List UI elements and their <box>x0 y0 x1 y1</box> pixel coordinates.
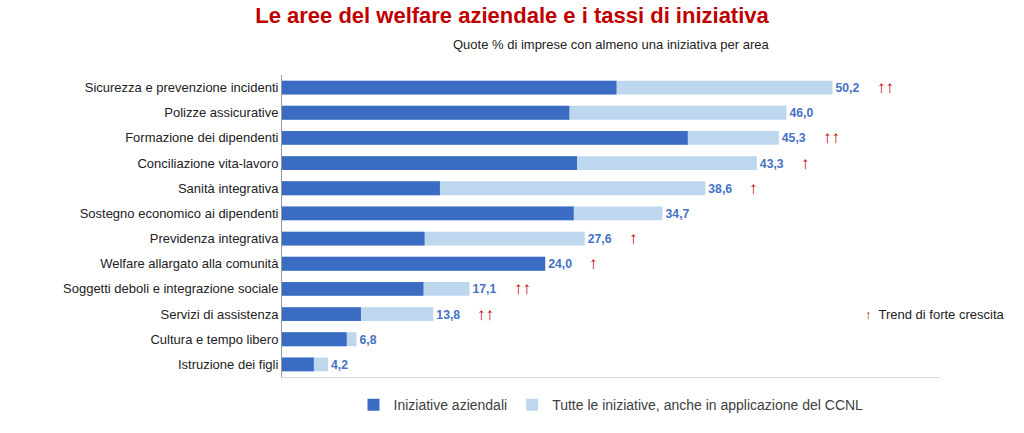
svg-text:34,7: 34,7 <box>666 207 690 221</box>
svg-text:45,3: 45,3 <box>782 131 806 145</box>
svg-text:Iniziative aziendali: Iniziative aziendali <box>394 397 508 413</box>
svg-text:Formazione dei dipendenti: Formazione dei dipendenti <box>125 130 278 145</box>
svg-text:6,8: 6,8 <box>360 333 377 347</box>
svg-text:Tutte le iniziative, anche in: Tutte le iniziative, anche in applicazio… <box>552 397 863 413</box>
svg-text:38,6: 38,6 <box>708 182 732 196</box>
svg-text:Le aree del welfare aziendale: Le aree del welfare aziendale e i tassi … <box>255 3 769 28</box>
svg-text:13,8: 13,8 <box>436 308 460 322</box>
svg-text:27,6: 27,6 <box>588 232 612 246</box>
svg-text:Sostegno economico ai dipenden: Sostegno economico ai dipendenti <box>80 206 279 221</box>
svg-text:50,2: 50,2 <box>836 81 860 95</box>
svg-text:Polizze assicurative: Polizze assicurative <box>164 105 278 120</box>
svg-text:Istruzione dei figli: Istruzione dei figli <box>178 357 279 372</box>
svg-text:46,0: 46,0 <box>789 106 813 120</box>
svg-text:↑↑: ↑↑ <box>877 78 894 97</box>
svg-text:Cultura e tempo libero: Cultura e tempo libero <box>150 332 278 347</box>
svg-text:4,2: 4,2 <box>331 358 348 372</box>
svg-text:↑: ↑ <box>629 229 638 248</box>
svg-text:↑ Trend di forte crescita: ↑ Trend di forte crescita <box>865 307 1004 322</box>
svg-text:↑↑: ↑↑ <box>514 279 531 298</box>
svg-text:↑: ↑ <box>589 254 598 273</box>
svg-text:17,1: 17,1 <box>473 282 497 296</box>
svg-text:Welfare allargato alla comunit: Welfare allargato alla comunità <box>100 256 279 271</box>
svg-text:Soggetti deboli e integrazione: Soggetti deboli e integrazione sociale <box>63 281 278 296</box>
svg-text:↑↑: ↑↑ <box>477 305 494 324</box>
svg-text:↑: ↑ <box>749 179 758 198</box>
svg-text:Servizi di assistenza: Servizi di assistenza <box>161 307 280 322</box>
svg-text:Sanità integrativa: Sanità integrativa <box>178 181 279 196</box>
svg-text:43,3: 43,3 <box>760 157 784 171</box>
svg-text:Conciliazione vita-lavoro: Conciliazione vita-lavoro <box>137 156 278 171</box>
svg-text:↑↑: ↑↑ <box>823 128 840 147</box>
svg-text:24,0: 24,0 <box>548 257 572 271</box>
svg-text:↑: ↑ <box>801 154 810 173</box>
svg-text:Previdenza integrativa: Previdenza integrativa <box>150 231 279 246</box>
svg-text:Sicurezza e prevenzione incide: Sicurezza e prevenzione incidenti <box>85 80 279 95</box>
svg-text:Quote % di imprese con almeno: Quote % di imprese con almeno una inizia… <box>453 37 770 52</box>
